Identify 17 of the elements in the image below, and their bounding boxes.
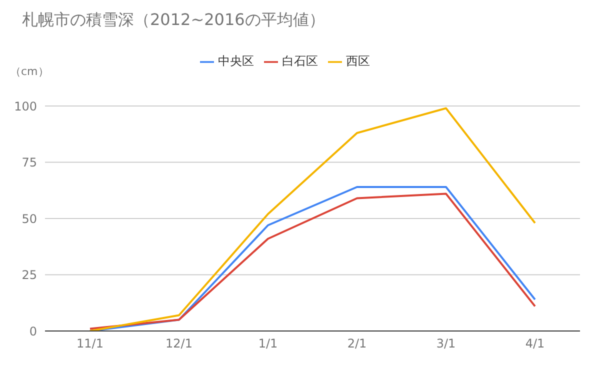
x-tick-label: 1/1 [258,336,278,351]
chart-title: 札幌市の積雪深（2012~2016の平均値） [22,10,325,31]
x-tick-label: 2/1 [347,336,367,351]
y-tick-label: 100 [14,99,37,114]
legend-label: 西区 [346,54,370,68]
legend-label: 白石区 [282,54,318,68]
y-tick-label: 0 [29,324,37,338]
x-tick-label: 12/1 [166,336,192,351]
x-tick-label: 3/1 [436,336,456,351]
y-tick-label: 75 [22,156,37,170]
legend-label: 中央区 [218,54,254,68]
y-axis-title: （cm） [10,64,49,79]
y-tick-label: 25 [22,268,37,282]
y-tick-label: 50 [22,212,37,226]
x-tick-label: 11/1 [76,336,104,351]
line-series [89,107,536,331]
x-tick-label: 4/1 [525,336,545,351]
